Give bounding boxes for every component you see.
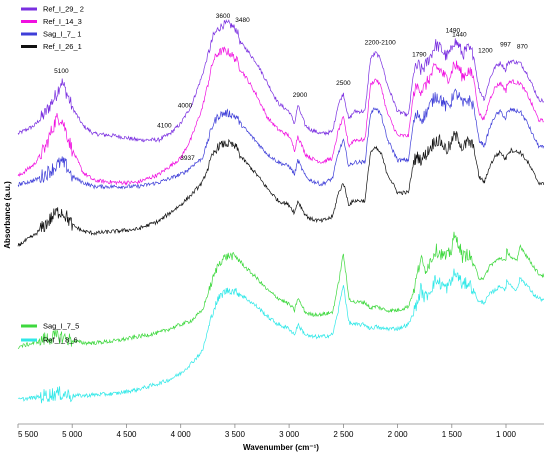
series-line-ref-i-14-3 xyxy=(17,46,544,186)
peak-label-5100: 5100 xyxy=(54,68,69,75)
series-line-sag-i-7-5 xyxy=(17,231,545,349)
legend-label-ref-i-14-3: Ref_I_14_3 xyxy=(43,17,82,26)
peak-label-1440: 1440 xyxy=(452,31,467,38)
x-tick-label-2500: 2 500 xyxy=(333,430,354,439)
peak-label-2500: 2500 xyxy=(336,80,351,87)
peak-label-2200-2100: 2200-2100 xyxy=(365,39,396,46)
peak-label-2900: 2900 xyxy=(293,92,308,99)
x-tick-label-4000: 4 000 xyxy=(171,430,192,439)
y-axis-label: Absorbance (a.u.) xyxy=(3,181,12,249)
legend-label-sag-i-7-1: Sag_I_7_ 1 xyxy=(43,30,81,39)
legend-top: Ref_I_29_ 2 Ref_I_14_3 Sag_I_7_ 1 Ref_I_26_… xyxy=(21,5,84,51)
x-tick-label-4500: 4 500 xyxy=(116,430,137,439)
legend-label-ref-i-8-6: Ref_I_8_6 xyxy=(43,336,78,345)
peak-label-1200: 1200 xyxy=(478,48,493,55)
peak-label-3600: 3600 xyxy=(216,13,231,20)
series-line-sag-i-7-1 xyxy=(17,88,545,190)
x-tick-label-5500: 5 500 xyxy=(18,430,39,439)
legend-label-sag-i-7-5: Sag_I_7_5 xyxy=(43,322,79,331)
legend-bottom: Sag_I_7_5 Ref_I_8_6 xyxy=(21,322,79,345)
x-tick-label-3500: 3 500 xyxy=(225,430,246,439)
series-line-ref-i-29-2 xyxy=(17,19,545,143)
legend-label-ref-i-29-2: Ref_I_29_ 2 xyxy=(43,5,84,14)
peak-label-870: 870 xyxy=(517,44,528,51)
x-tick-label-1500: 1 500 xyxy=(442,430,463,439)
x-tick-label-3000: 3 000 xyxy=(279,430,300,439)
annotation-layer: 5100 4100 4000 3600 3480 2900 2500 2200-2100 179… xyxy=(54,13,528,162)
series-layer xyxy=(17,19,545,404)
peak-label-1490: 1490 xyxy=(446,27,461,34)
x-ticks: 5 500 5 000 4 500 4 000 3 500 3 000 2 500 2 000… xyxy=(17,424,517,439)
legend-label-ref-i-26-1: Ref_I_26_1 xyxy=(43,42,82,51)
peak-label-3937: 3937 xyxy=(180,155,195,162)
series-line-ref-i-8-6 xyxy=(17,268,545,404)
series-line-ref-i-26-1 xyxy=(17,131,545,247)
x-tick-label-1000: 1 000 xyxy=(496,430,517,439)
peak-label-997: 997 xyxy=(500,42,511,49)
x-axis-label: Wavenumber (cm⁻¹) xyxy=(243,443,319,452)
peak-label-4100: 4100 xyxy=(157,123,172,130)
peak-label-4000: 4000 xyxy=(178,102,193,109)
x-tick-label-2000: 2 000 xyxy=(388,430,409,439)
peak-label-1790: 1790 xyxy=(412,52,427,59)
x-tick-label-5000: 5 000 xyxy=(62,430,83,439)
peak-label-3480: 3480 xyxy=(235,17,250,24)
